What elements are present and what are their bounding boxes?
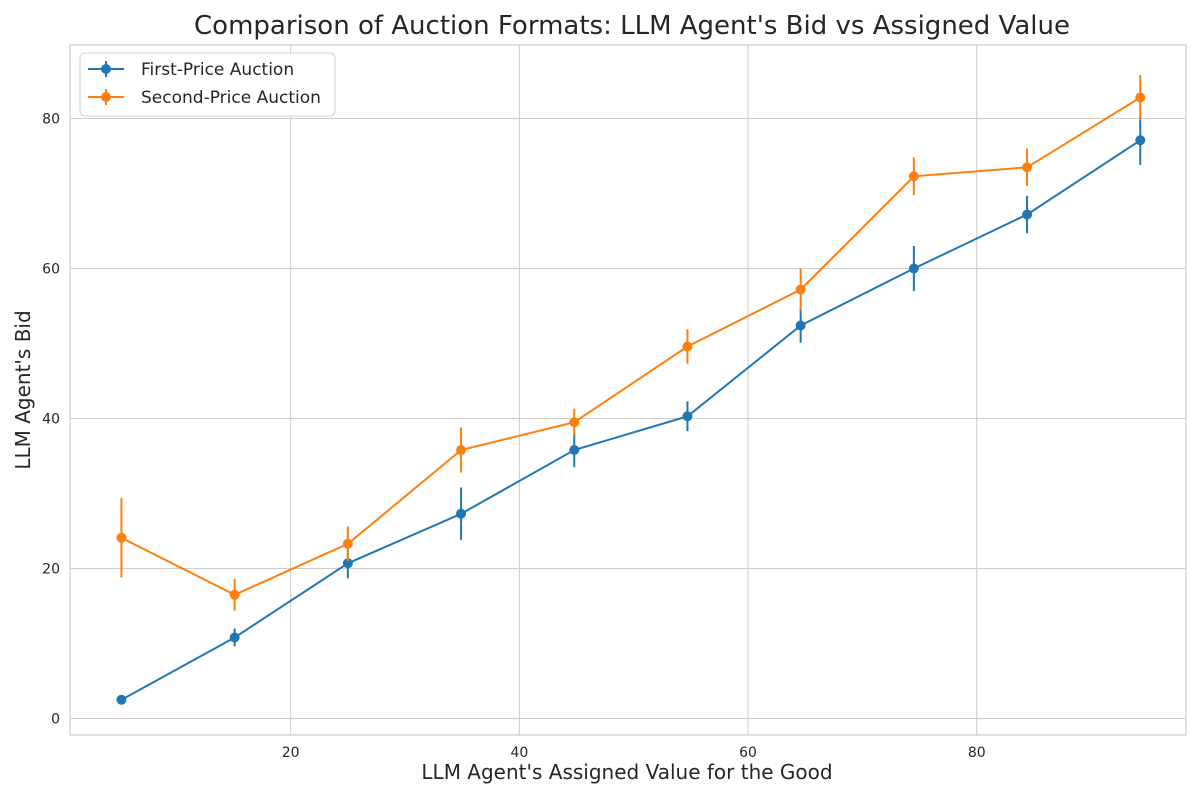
series-line [121, 139, 1141, 701]
data-point [1022, 162, 1033, 173]
data-point [795, 320, 806, 331]
series-second-price [116, 75, 1146, 611]
legend-item: Second-Price Auction [88, 88, 321, 108]
legend-item: First-Price Auction [88, 60, 294, 80]
data-point [342, 558, 353, 569]
y-tick-label: 20 [42, 562, 60, 578]
data-point [795, 284, 806, 295]
x-tick-label: 20 [282, 745, 300, 761]
series-line [121, 96, 1141, 596]
legend: First-Price Auction Second-Price Auction [79, 52, 336, 117]
y-tick-label: 60 [42, 262, 60, 278]
plot-area [70, 45, 1186, 735]
axes: 20 40 60 80 0 20 40 60 80 [42, 44, 1187, 761]
data-point [116, 694, 127, 705]
data-point [1022, 209, 1033, 220]
series-group [116, 75, 1146, 705]
data-point [342, 538, 353, 549]
data-point [229, 632, 240, 643]
data-point [682, 341, 693, 352]
legend-marker [101, 92, 111, 102]
data-point [908, 171, 919, 182]
x-tick-label: 80 [968, 745, 986, 761]
data-point [116, 532, 127, 543]
data-point [908, 263, 919, 274]
plot-frame [69, 44, 1187, 736]
legend-marker [101, 64, 111, 74]
x-tick-label: 40 [510, 745, 528, 761]
legend-box [79, 52, 336, 117]
legend-label: First-Price Auction [141, 60, 294, 80]
series-first-price [116, 115, 1146, 705]
data-point [682, 411, 693, 422]
chart-title: Comparison of Auction Formats: LLM Agent… [194, 11, 1070, 41]
gridlines [70, 45, 1186, 735]
data-point [456, 445, 467, 455]
data-point [569, 417, 580, 428]
plot-background [70, 45, 1186, 735]
data-point [569, 445, 580, 455]
data-point [456, 508, 467, 519]
legend-label: Second-Price Auction [141, 88, 321, 108]
x-axis-label: LLM Agent's Assigned Value for the Good [421, 760, 832, 784]
x-tick-label: 60 [739, 745, 757, 761]
data-point [229, 589, 240, 600]
y-tick-label: 0 [51, 712, 60, 728]
y-axis-label: LLM Agent's Bid [11, 310, 35, 469]
y-tick-label: 80 [42, 112, 60, 128]
data-point [1135, 92, 1146, 103]
data-point [1135, 135, 1146, 146]
y-tick-label: 40 [42, 412, 60, 428]
